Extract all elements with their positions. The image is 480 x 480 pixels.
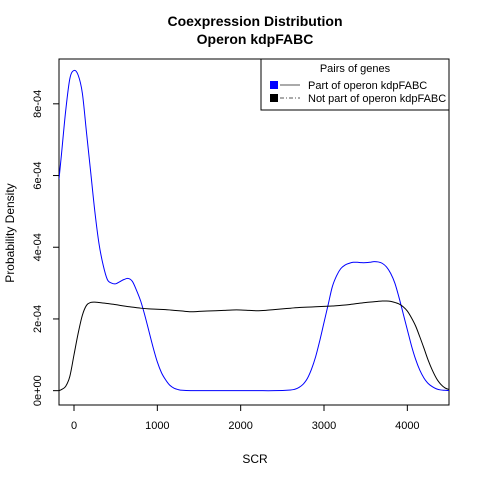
legend-swatch — [270, 81, 278, 89]
plot-frame — [58, 58, 450, 406]
chart-subtitle: Operon kdpFABC — [197, 31, 314, 47]
x-tick-label: 3000 — [312, 420, 336, 432]
chart-title: Coexpression Distribution — [167, 13, 342, 29]
x-tick-label: 0 — [71, 420, 77, 432]
x-axis-label: SCR — [242, 452, 268, 466]
y-tick-label: 4e-04 — [32, 233, 44, 261]
legend-swatch — [270, 94, 278, 102]
series-line-part-of-operon — [59, 69, 449, 392]
x-tick-label: 2000 — [228, 420, 252, 432]
series-layer — [59, 69, 449, 392]
legend-title: Pairs of genes — [320, 63, 391, 75]
x-tick-label: 4000 — [395, 420, 419, 432]
y-axis-ticks: 0e+00 2e-04 4e-04 6e-04 8e-04 — [32, 90, 59, 406]
legend-label: Part of operon kdpFABC — [308, 80, 427, 92]
y-tick-label: 8e-04 — [32, 90, 44, 118]
series-line-not-part-of-operon — [59, 300, 449, 392]
x-tick-label: 1000 — [145, 420, 169, 432]
y-tick-label: 0e+00 — [32, 375, 44, 406]
legend-label: Not part of operon kdpFABC — [308, 93, 446, 105]
x-axis-ticks: 0 1000 2000 3000 4000 — [71, 405, 420, 432]
y-tick-label: 6e-04 — [32, 161, 44, 189]
y-axis-label: Probability Density — [3, 183, 17, 282]
y-tick-label: 2e-04 — [32, 305, 44, 333]
legend: Pairs of genes Part of operon kdpFABCNot… — [260, 58, 450, 111]
